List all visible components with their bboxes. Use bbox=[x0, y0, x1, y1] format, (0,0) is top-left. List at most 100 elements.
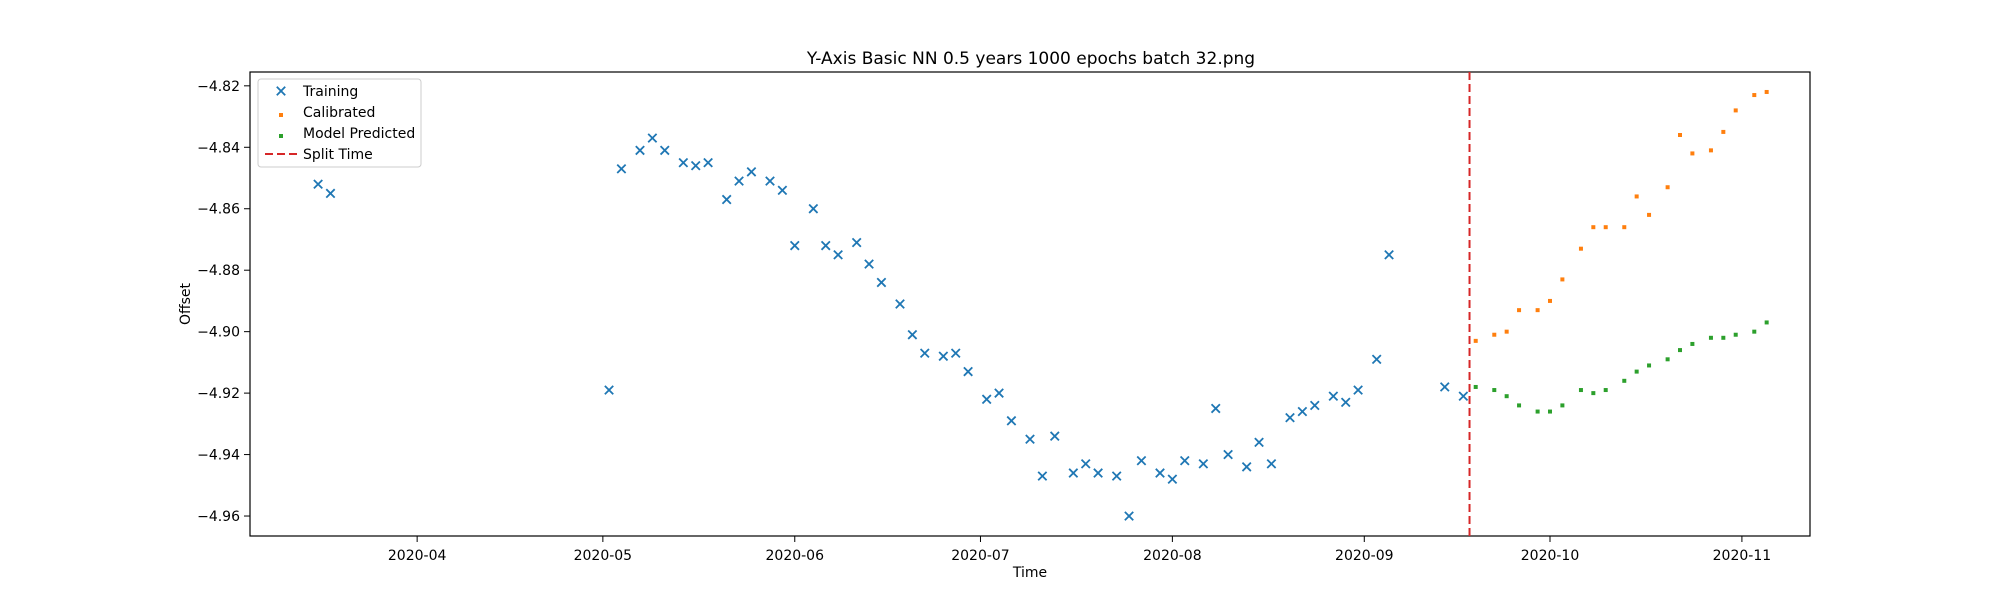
training-point bbox=[938, 351, 949, 362]
training-point bbox=[325, 188, 336, 199]
training-point bbox=[820, 240, 831, 251]
y-tick-label: −4.90 bbox=[197, 325, 240, 341]
legend-label: Training bbox=[302, 84, 358, 100]
training-point bbox=[746, 167, 757, 177]
model-predicted-point bbox=[1603, 388, 1608, 393]
x-tick-label: 2020-04 bbox=[388, 548, 447, 564]
x-tick-label: 2020-05 bbox=[574, 548, 633, 564]
y-tick-label: −4.84 bbox=[197, 140, 240, 156]
training-point bbox=[1049, 431, 1060, 441]
training-point bbox=[1080, 458, 1091, 469]
training-point bbox=[616, 163, 627, 174]
model-predicted-point bbox=[1721, 335, 1726, 340]
training-point bbox=[1353, 385, 1363, 395]
model-predicted-point bbox=[1492, 388, 1497, 393]
model-predicted-point bbox=[1504, 394, 1509, 399]
x-axis: 2020-04 2020-05 2020-06 2020-07 2020-08 2020-… bbox=[388, 536, 1771, 564]
model-predicted-point bbox=[1733, 332, 1738, 337]
model-predicted-point bbox=[1708, 335, 1713, 340]
model-predicted-point bbox=[1578, 388, 1583, 393]
training-point bbox=[765, 176, 775, 186]
model-predicted-point bbox=[1591, 391, 1596, 396]
training-point bbox=[690, 160, 701, 171]
calibrated-point bbox=[1517, 308, 1522, 313]
legend-entry-split-time: Split Time bbox=[265, 147, 373, 163]
training-point bbox=[1371, 354, 1382, 365]
training-point bbox=[950, 348, 961, 359]
calibrated-point bbox=[1578, 246, 1583, 251]
legend-entry-training: Training bbox=[276, 84, 358, 100]
y-tick-label: −4.94 bbox=[197, 448, 240, 464]
training-point bbox=[1223, 449, 1233, 460]
training-point bbox=[313, 179, 323, 189]
training-point bbox=[777, 185, 788, 196]
training-point bbox=[876, 277, 887, 288]
legend-entry-calibrated: Calibrated bbox=[279, 105, 375, 121]
model-predicted-point bbox=[1665, 357, 1670, 362]
calibrated-point bbox=[1548, 298, 1552, 303]
training-point bbox=[703, 157, 713, 168]
calibrated-point bbox=[1622, 225, 1627, 230]
training-point bbox=[1328, 391, 1339, 402]
training-point bbox=[1266, 458, 1277, 469]
y-tick-label: −4.92 bbox=[197, 386, 240, 402]
calibrated-point bbox=[1603, 225, 1608, 230]
training-point bbox=[734, 176, 744, 186]
x-axis-label: Time bbox=[1012, 565, 1047, 581]
y-axis: −4.96 −4.94 −4.92 −4.90 −4.88 −4.86 −4.84 −4.82 bbox=[197, 79, 250, 525]
calibrated-point bbox=[1473, 338, 1478, 343]
model-predicted-point bbox=[1560, 403, 1565, 408]
x-tick-label: 2020-08 bbox=[1143, 548, 1202, 564]
training-point bbox=[1093, 468, 1103, 478]
x-tick-label: 2020-10 bbox=[1521, 548, 1580, 564]
calibrated-point bbox=[1733, 108, 1738, 113]
training-point bbox=[895, 299, 905, 309]
training-point bbox=[647, 133, 658, 143]
model-predicted-point bbox=[1678, 348, 1682, 353]
training-point bbox=[1167, 474, 1178, 484]
training-point bbox=[1285, 412, 1295, 423]
calibrated-point bbox=[1721, 129, 1726, 134]
legend-label: Split Time bbox=[303, 147, 373, 163]
training-point bbox=[1254, 437, 1264, 448]
training-point bbox=[1006, 415, 1017, 426]
x-tick-label: 2020-06 bbox=[766, 548, 825, 564]
y-tick-label: −4.86 bbox=[197, 202, 240, 218]
data-marks bbox=[313, 72, 1769, 536]
model-predicted-point bbox=[1517, 403, 1522, 408]
training-point bbox=[1124, 511, 1134, 521]
legend: Training Calibrated Model Predicted Split T… bbox=[257, 78, 422, 168]
training-point bbox=[1179, 455, 1190, 466]
calibrated-point bbox=[1535, 308, 1540, 313]
calibrated-point bbox=[1678, 132, 1682, 137]
y-tick-label: −4.88 bbox=[197, 263, 240, 279]
training-point bbox=[721, 194, 732, 205]
plot-area: 2020-04 2020-05 2020-06 2020-07 2020-08 2020-… bbox=[197, 71, 1811, 564]
training-point bbox=[1384, 249, 1394, 260]
training-point bbox=[1068, 468, 1079, 478]
training-point bbox=[919, 348, 930, 359]
training-point bbox=[1025, 434, 1035, 445]
training-point bbox=[1155, 468, 1165, 478]
model-predicted-point bbox=[1690, 341, 1695, 346]
legend-label: Model Predicted bbox=[303, 126, 415, 142]
legend-entry-model-predicted: Model Predicted bbox=[279, 126, 415, 142]
legend-label: Calibrated bbox=[303, 105, 375, 121]
x-tick-label: 2020-09 bbox=[1335, 548, 1394, 564]
y-tick-label: −4.82 bbox=[197, 79, 240, 95]
y-tick-label: −4.96 bbox=[197, 509, 240, 525]
calibrated-point bbox=[1560, 277, 1565, 282]
training-point bbox=[1136, 455, 1147, 466]
training-point bbox=[659, 145, 670, 156]
model-predicted-point bbox=[1752, 329, 1757, 334]
model-predicted-point bbox=[1473, 384, 1478, 389]
training-point bbox=[1297, 406, 1308, 417]
training-point bbox=[1037, 471, 1048, 481]
calibrated-point bbox=[1591, 225, 1596, 230]
training-point bbox=[635, 145, 645, 156]
model-predicted-point bbox=[1647, 363, 1652, 368]
training-point bbox=[1241, 462, 1252, 472]
calibrated-point bbox=[1708, 148, 1713, 153]
calibrated-point bbox=[1504, 329, 1509, 334]
training-point bbox=[604, 385, 614, 395]
